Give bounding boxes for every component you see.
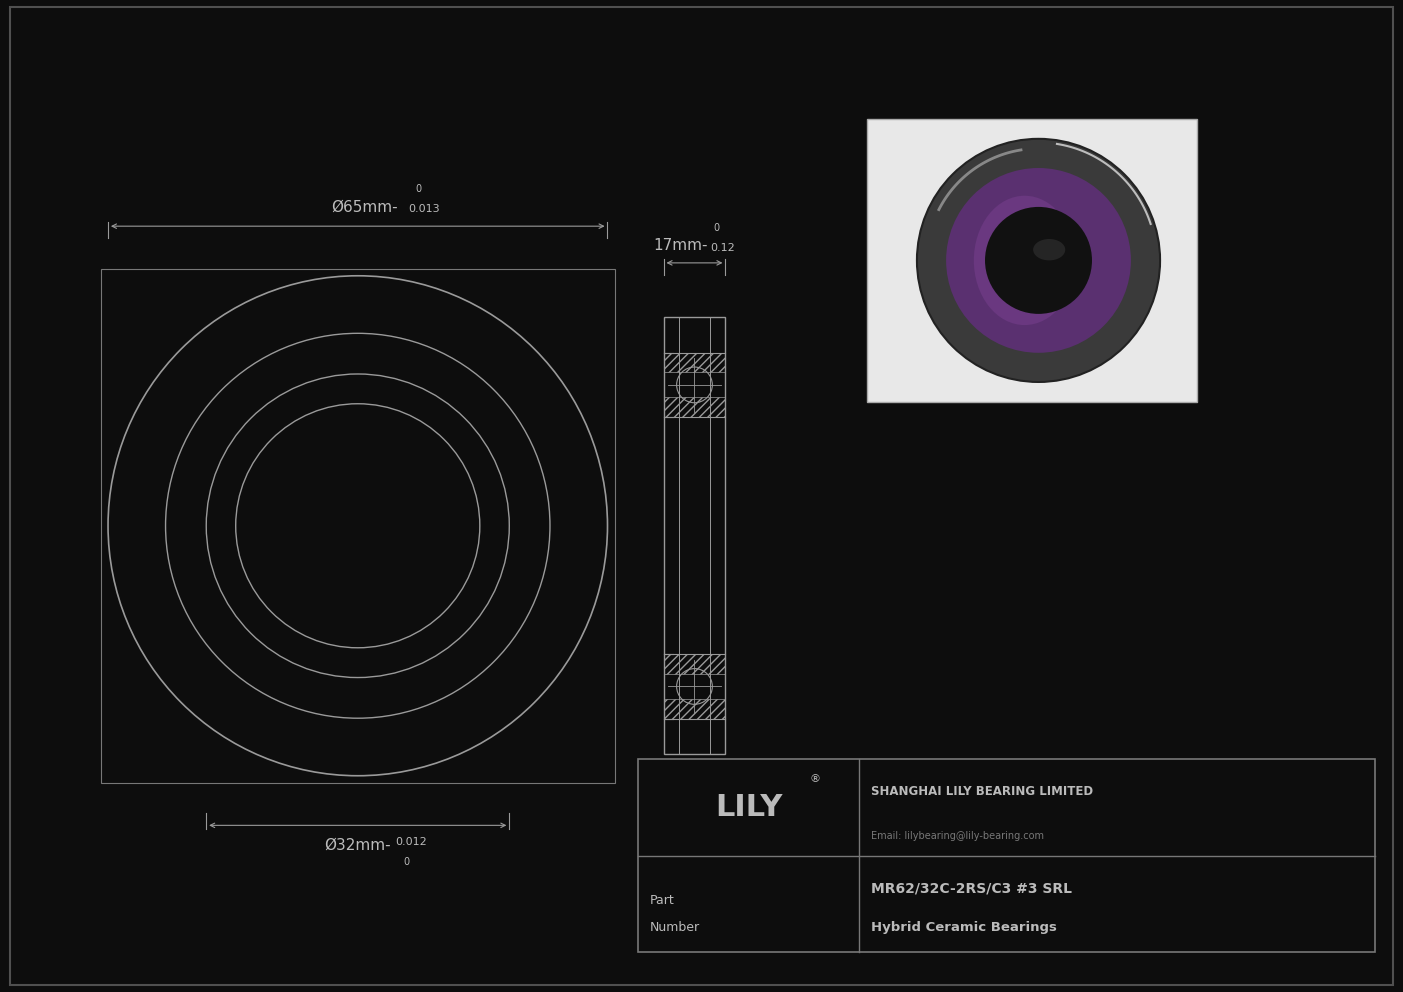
- Bar: [638, 759, 1375, 952]
- Circle shape: [946, 168, 1131, 353]
- Text: Part: Part: [650, 894, 675, 907]
- Text: 0: 0: [714, 223, 720, 233]
- Text: 0.12: 0.12: [710, 243, 735, 253]
- Text: 0: 0: [415, 185, 421, 194]
- Text: 0: 0: [404, 857, 410, 867]
- Text: Number: Number: [650, 921, 700, 933]
- Text: 0.012: 0.012: [396, 837, 427, 847]
- Bar: [101, 269, 615, 783]
- Bar: [664, 352, 725, 372]
- Bar: [664, 698, 725, 718]
- Text: LILY: LILY: [716, 793, 783, 821]
- Circle shape: [985, 207, 1092, 313]
- Text: Hybrid Ceramic Bearings: Hybrid Ceramic Bearings: [870, 921, 1056, 933]
- Text: Ø65mm-: Ø65mm-: [331, 199, 398, 214]
- Text: SHANGHAI LILY BEARING LIMITED: SHANGHAI LILY BEARING LIMITED: [870, 786, 1093, 799]
- Bar: [664, 655, 725, 675]
- Text: 0.013: 0.013: [408, 204, 439, 214]
- Bar: [664, 317, 725, 754]
- Text: ®: ®: [810, 775, 821, 785]
- Text: Ø32mm-: Ø32mm-: [324, 837, 391, 852]
- Circle shape: [918, 139, 1160, 382]
- Bar: [867, 119, 1197, 402]
- Text: MR62/32C-2RS/C3 #3 SRL: MR62/32C-2RS/C3 #3 SRL: [870, 882, 1072, 896]
- Ellipse shape: [974, 195, 1076, 325]
- Ellipse shape: [1033, 239, 1065, 260]
- Text: Email: lilybearing@lily-bearing.com: Email: lilybearing@lily-bearing.com: [870, 831, 1044, 841]
- Text: 17mm-: 17mm-: [654, 238, 707, 253]
- Bar: [664, 397, 725, 417]
